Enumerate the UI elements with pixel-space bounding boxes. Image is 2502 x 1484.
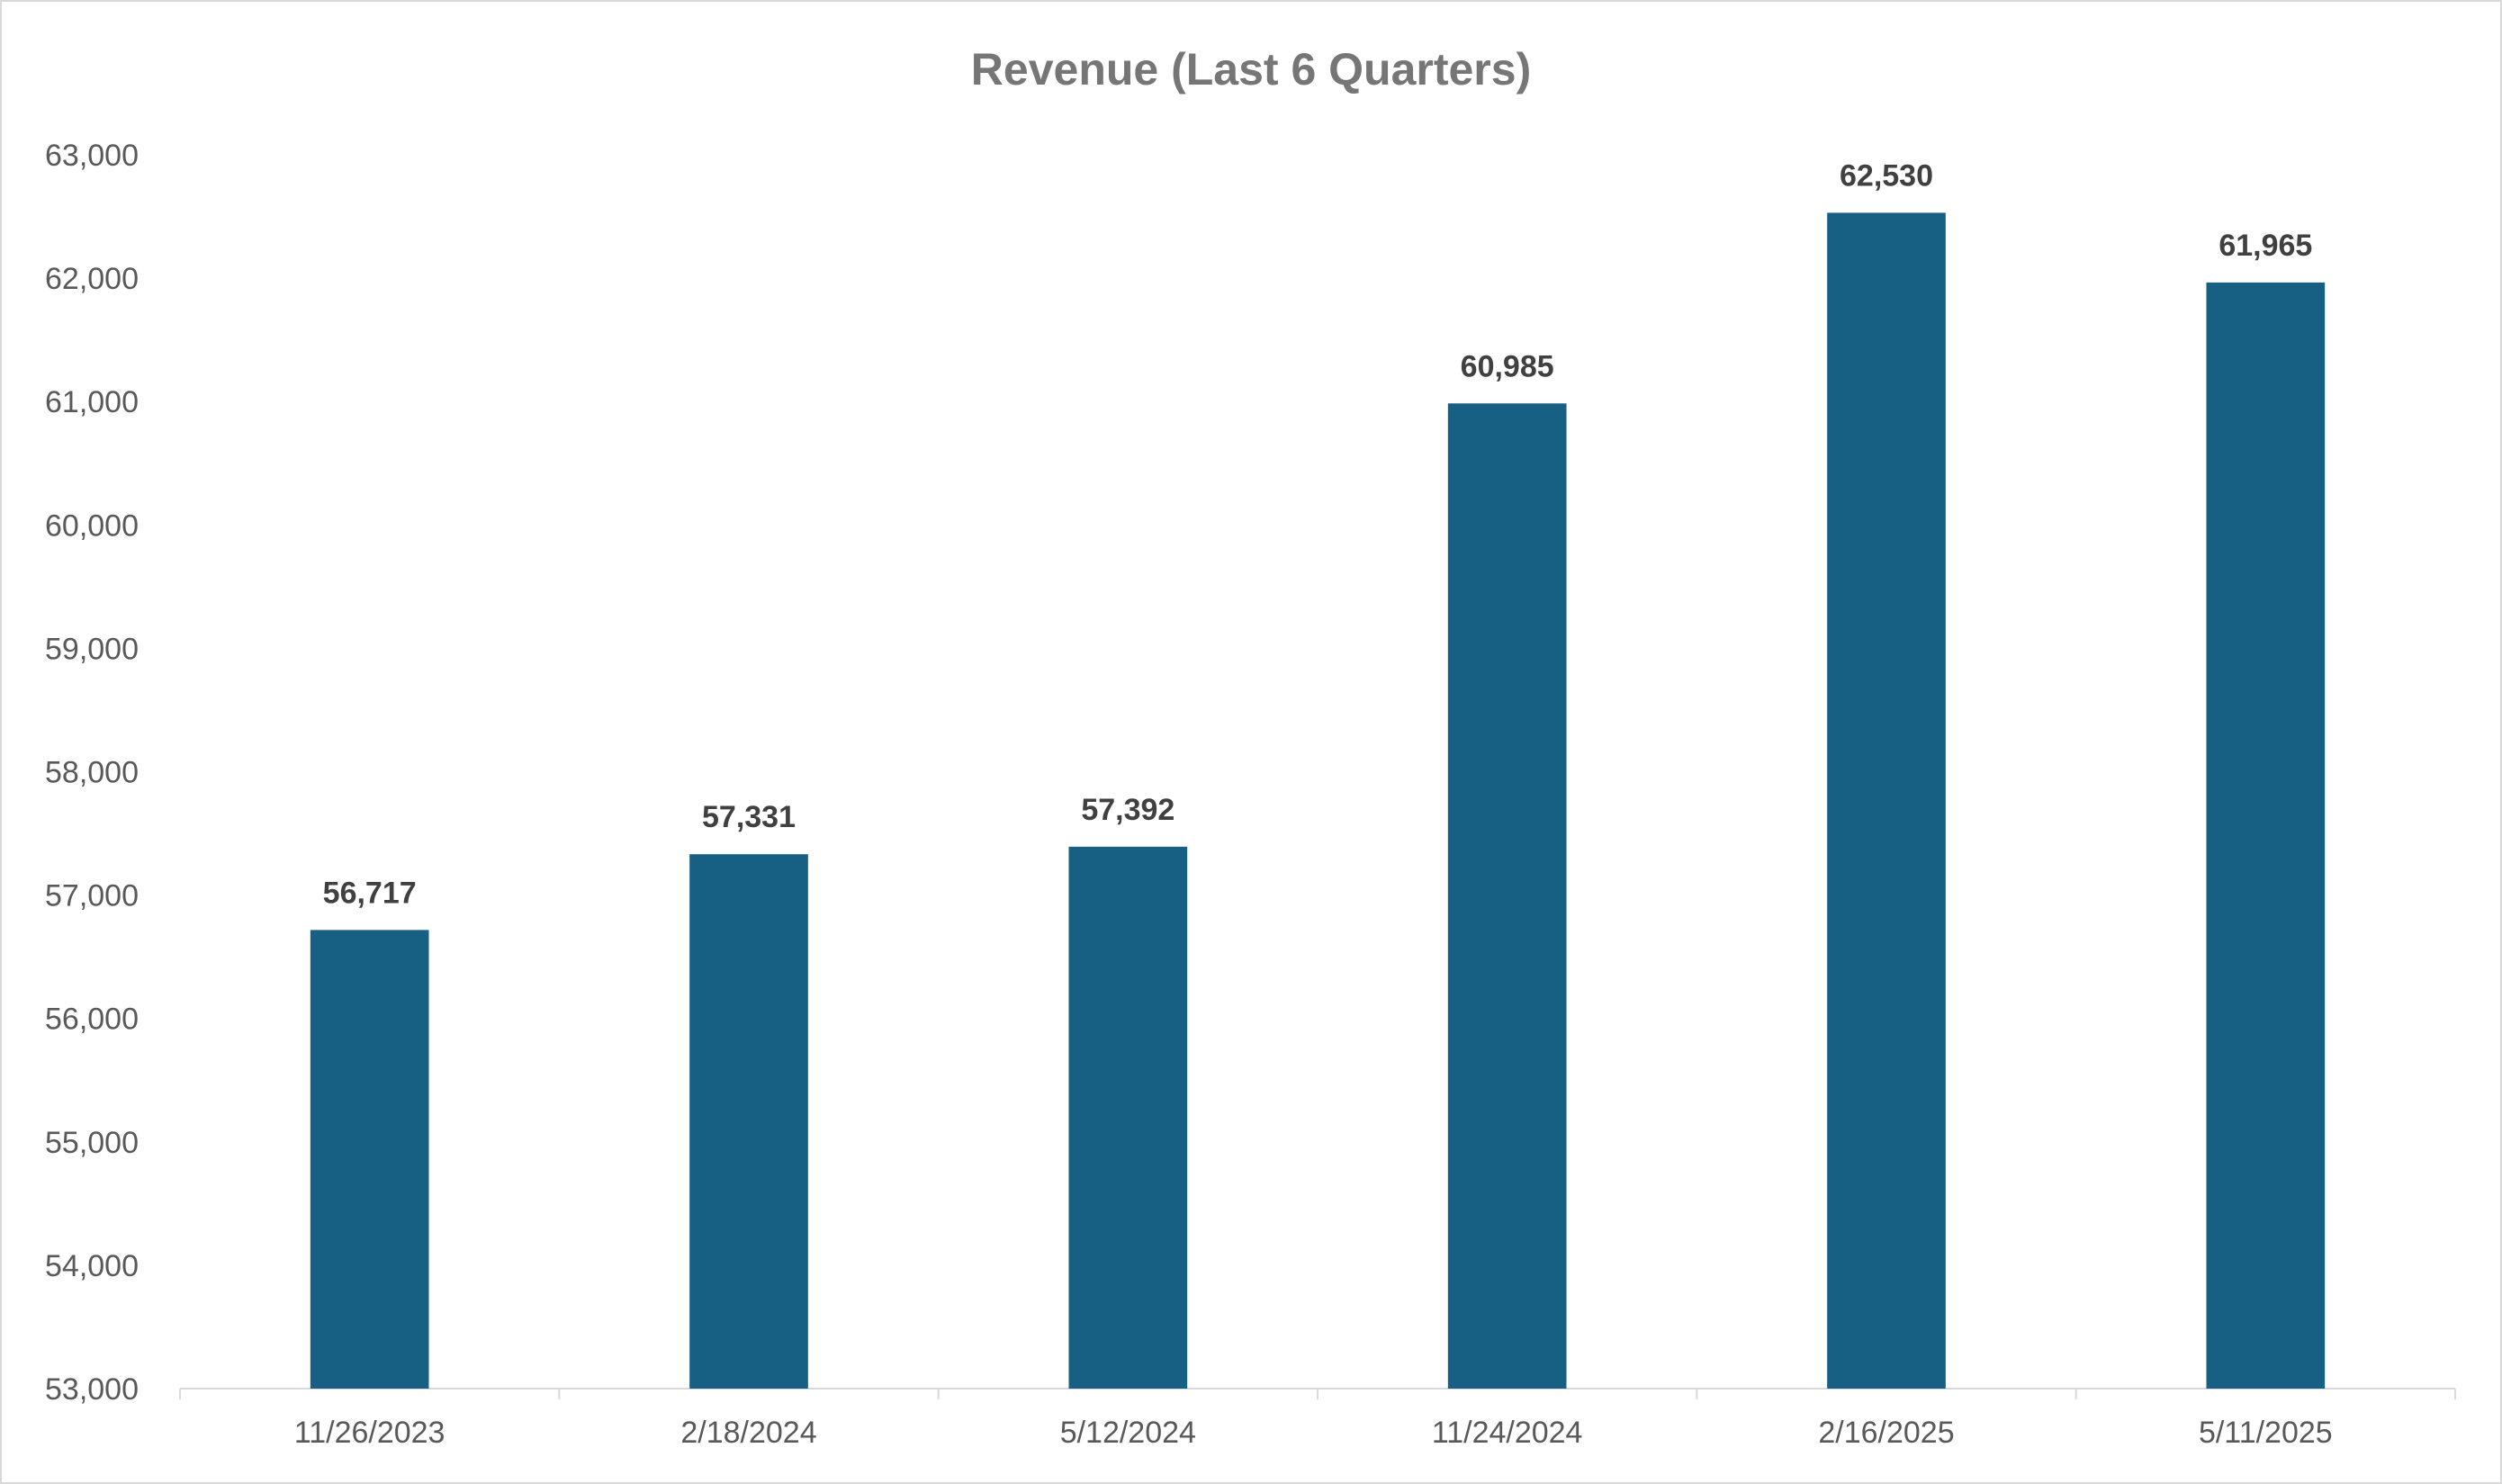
x-tick-label: 2/18/2024 <box>680 1416 816 1450</box>
y-tick-label: 53,000 <box>45 1372 139 1407</box>
x-tick-label: 5/12/2024 <box>1060 1416 1196 1450</box>
y-tick-label: 61,000 <box>45 385 139 419</box>
data-label: 62,530 <box>1840 158 1933 193</box>
data-label: 57,331 <box>702 800 796 834</box>
data-labels: 56,717 57,331 57,392 60,985 62,530 61,965 <box>323 158 2313 910</box>
bar <box>310 930 429 1389</box>
y-tick-label: 60,000 <box>45 508 139 543</box>
chart-title: Revenue (Last 6 Quarters) <box>971 44 1531 94</box>
data-label: 61,965 <box>2218 229 2312 263</box>
bar <box>689 854 808 1389</box>
y-tick-label: 58,000 <box>45 756 139 790</box>
x-tick-label: 2/16/2025 <box>1818 1416 1954 1450</box>
data-label: 57,392 <box>1081 793 1174 827</box>
bar <box>1068 846 1188 1389</box>
bar-series <box>310 212 2326 1390</box>
y-tick-label: 56,000 <box>45 1003 139 1037</box>
bar <box>1447 403 1567 1390</box>
y-tick-label: 62,000 <box>45 262 139 296</box>
x-tick-label: 5/11/2025 <box>2199 1416 2333 1450</box>
y-tick-label: 63,000 <box>45 139 139 173</box>
bar <box>2206 282 2326 1390</box>
data-label: 60,985 <box>1461 349 1554 383</box>
x-axis: 11/26/2023 2/18/2024 5/12/2024 11/24/2024 2/… <box>179 1388 2456 1450</box>
y-axis: 53,000 54,000 55,000 56,000 57,000 58,000 59,0… <box>45 139 139 1407</box>
y-tick-label: 54,000 <box>45 1249 139 1283</box>
y-tick-label: 55,000 <box>45 1126 139 1160</box>
y-tick-label: 57,000 <box>45 879 139 913</box>
data-label: 56,717 <box>323 876 417 910</box>
x-tick-label: 11/24/2024 <box>1432 1416 1583 1450</box>
x-tick-label: 11/26/2023 <box>294 1416 446 1450</box>
bar <box>1827 212 1946 1389</box>
y-tick-label: 59,000 <box>45 632 139 666</box>
